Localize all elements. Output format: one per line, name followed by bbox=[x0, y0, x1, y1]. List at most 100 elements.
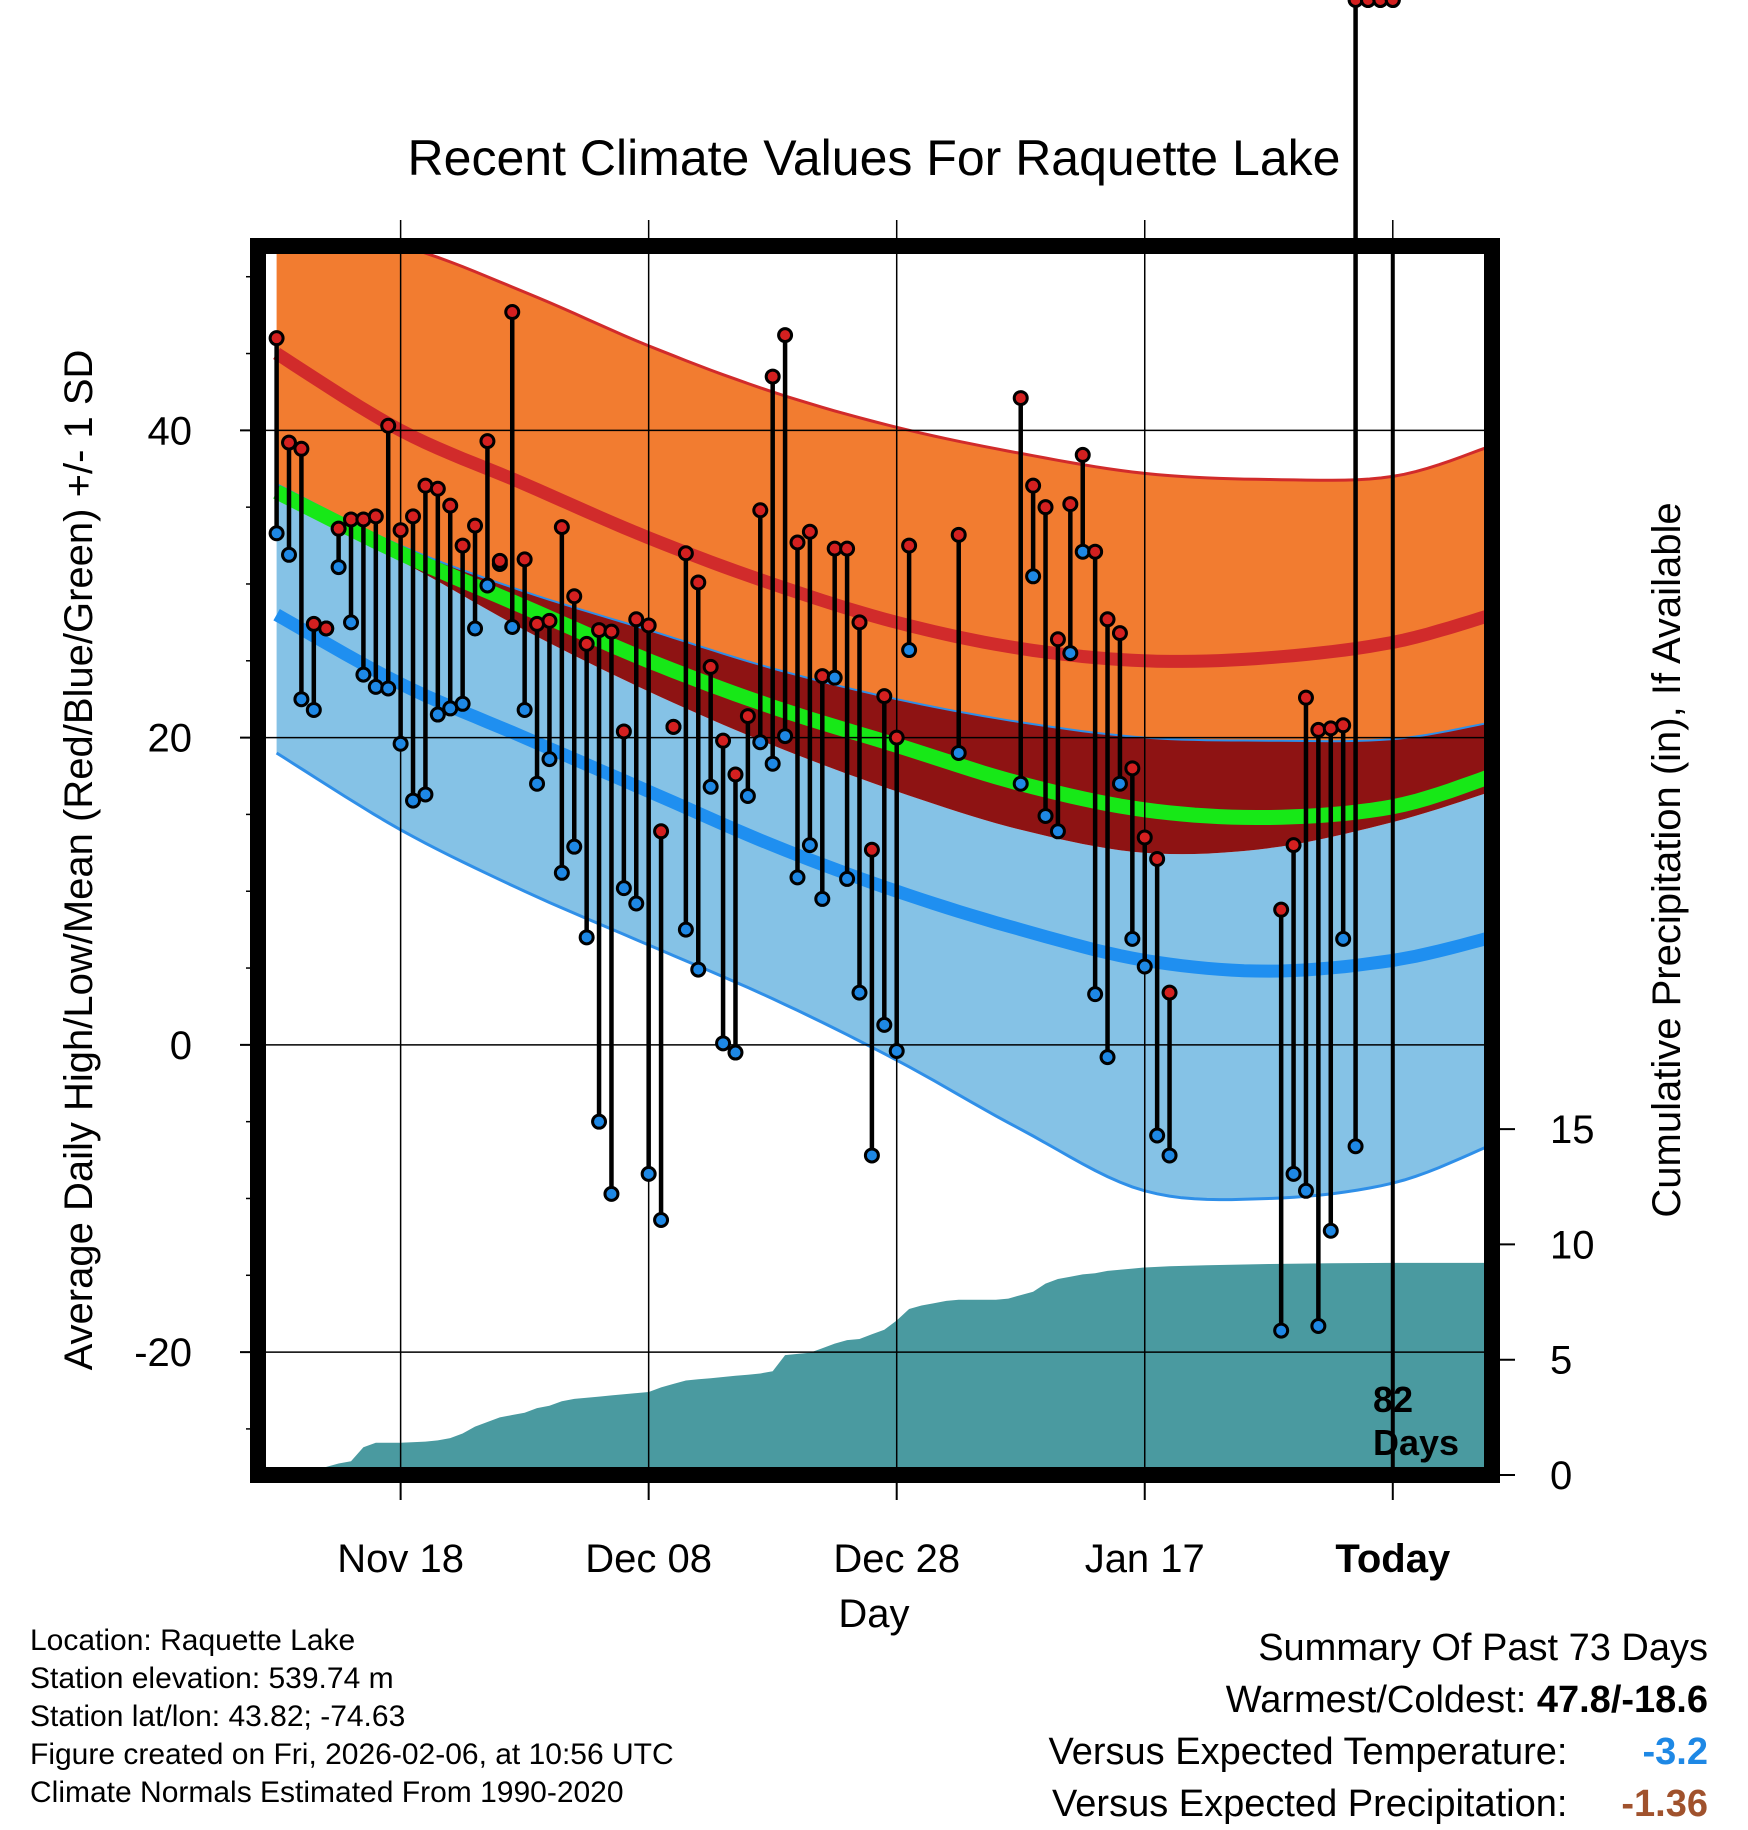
days-count: 82 bbox=[1373, 1379, 1413, 1420]
high-marker bbox=[739, 708, 756, 725]
x-tick-label: Jan 17 bbox=[1085, 1537, 1205, 1581]
low-marker bbox=[541, 751, 558, 768]
precip-row: Versus Expected Precipitation: -1.36 bbox=[1049, 1778, 1708, 1830]
low-marker bbox=[343, 614, 360, 631]
high-marker bbox=[603, 623, 620, 640]
low-marker bbox=[591, 1113, 608, 1130]
high-marker bbox=[516, 551, 533, 568]
low-marker bbox=[690, 961, 707, 978]
high-sd-band bbox=[276, 246, 1492, 742]
high-marker bbox=[752, 502, 769, 519]
low-marker bbox=[777, 728, 794, 745]
latlon-text: Station lat/lon: 43.82; -74.63 bbox=[30, 1700, 406, 1733]
high-marker bbox=[628, 611, 645, 628]
elevation-text: Station elevation: 539.74 m bbox=[30, 1662, 394, 1695]
high-marker bbox=[1062, 496, 1079, 513]
low-marker bbox=[1124, 930, 1141, 947]
high-marker bbox=[367, 508, 384, 525]
high-marker bbox=[1111, 625, 1128, 642]
high-marker bbox=[281, 434, 298, 451]
low-marker bbox=[789, 869, 806, 886]
high-marker bbox=[330, 520, 347, 537]
low-marker bbox=[1049, 823, 1066, 840]
low-marker bbox=[504, 618, 521, 635]
low-marker bbox=[702, 778, 719, 795]
high-marker bbox=[1049, 631, 1066, 648]
low-marker bbox=[429, 706, 446, 723]
high-marker bbox=[1359, 0, 1376, 8]
axes: -20 0 20 40 0 5 10 15 Nov 18 Dec 08 Dec 28 Jan 17 To… bbox=[134, 275, 1595, 1581]
low-marker bbox=[467, 620, 484, 637]
warm-cold-value: 47.8/-18.6 bbox=[1536, 1679, 1708, 1721]
low-marker bbox=[739, 787, 756, 804]
low-marker bbox=[839, 870, 856, 887]
low-marker bbox=[653, 1211, 670, 1228]
created-text: Figure created on Fri, 2026-02-06, at 10… bbox=[30, 1738, 674, 1771]
temp-row: Versus Expected Temperature: -3.2 bbox=[1049, 1726, 1708, 1778]
low-marker bbox=[1285, 1165, 1302, 1182]
low-marker bbox=[578, 929, 595, 946]
low-marker bbox=[566, 838, 583, 855]
low-marker bbox=[1012, 775, 1029, 792]
location-text: Location: Raquette Lake bbox=[30, 1624, 356, 1657]
low-marker bbox=[901, 642, 918, 659]
high-marker bbox=[690, 574, 707, 591]
low-marker bbox=[1087, 986, 1104, 1003]
high-marker bbox=[1087, 543, 1104, 560]
high-marker bbox=[727, 766, 744, 783]
observed-markers bbox=[268, 0, 1401, 1339]
high-marker bbox=[578, 635, 595, 652]
precip-label: Versus Expected Precipitation: bbox=[1052, 1783, 1568, 1825]
high-marker bbox=[1372, 0, 1389, 8]
precip-area bbox=[276, 1262, 1492, 1475]
plot-frame bbox=[250, 238, 1500, 1483]
low-marker bbox=[1025, 568, 1042, 585]
high-marker bbox=[665, 718, 682, 735]
y-axis-right-label: Cumulative Precipitation (in), If Availa… bbox=[1645, 502, 1689, 1217]
y-right-tick-label: 5 bbox=[1550, 1339, 1572, 1383]
high-marker bbox=[814, 668, 831, 685]
high-marker bbox=[1012, 390, 1029, 407]
low-marker bbox=[826, 669, 843, 686]
high-marker bbox=[950, 526, 967, 543]
high-marker bbox=[615, 723, 632, 740]
y-right-tick-label: 10 bbox=[1550, 1223, 1595, 1267]
low-marker bbox=[1136, 958, 1153, 975]
overlap-band bbox=[276, 484, 1492, 855]
low-marker bbox=[1335, 930, 1352, 947]
low-marker bbox=[640, 1165, 657, 1182]
low-marker bbox=[553, 864, 570, 881]
low-marker bbox=[367, 678, 384, 695]
x-tick-label: Dec 28 bbox=[833, 1537, 960, 1581]
low-marker bbox=[405, 792, 422, 809]
summary-panel: Summary Of Past 73 Days Warmest/Coldest:… bbox=[1049, 1622, 1708, 1830]
low-marker bbox=[1099, 1049, 1116, 1066]
low-marker bbox=[1273, 1322, 1290, 1339]
low-marker bbox=[1297, 1182, 1314, 1199]
high-marker bbox=[901, 537, 918, 554]
low-marker bbox=[715, 1035, 732, 1052]
y-tick-label: 0 bbox=[170, 1024, 192, 1068]
high-marker bbox=[1037, 499, 1054, 516]
high-marker bbox=[467, 517, 484, 534]
observed-stems bbox=[274, 0, 1358, 1331]
low-marker bbox=[950, 744, 967, 761]
low-marker bbox=[1310, 1317, 1327, 1334]
low-marker bbox=[268, 525, 285, 542]
high-marker bbox=[677, 545, 694, 562]
high-marker bbox=[429, 480, 446, 497]
high-marker bbox=[591, 622, 608, 639]
high-marker bbox=[1347, 0, 1364, 8]
low-marker bbox=[355, 666, 372, 683]
high-marker bbox=[1161, 984, 1178, 1001]
low-marker bbox=[863, 1147, 880, 1164]
warm-cold-row: Warmest/Coldest: 47.8/-18.6 bbox=[1049, 1674, 1708, 1726]
low-marker bbox=[529, 775, 546, 792]
normals-text: Climate Normals Estimated From 1990-2020 bbox=[30, 1776, 624, 1809]
high-marker bbox=[405, 508, 422, 525]
low-marker bbox=[851, 984, 868, 1001]
high-marker bbox=[479, 433, 496, 450]
high-marker bbox=[863, 841, 880, 858]
low-marker bbox=[628, 895, 645, 912]
